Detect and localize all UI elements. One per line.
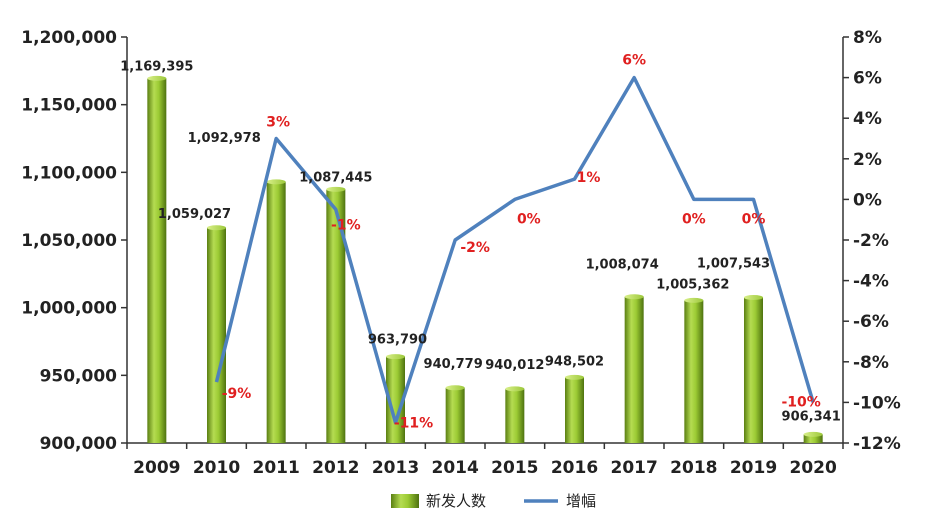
bar-top bbox=[386, 354, 405, 360]
bar-top bbox=[803, 431, 823, 437]
bar-top bbox=[624, 294, 644, 300]
x-tick-label: 2014 bbox=[432, 458, 479, 478]
bar bbox=[803, 434, 823, 443]
legend-swatch-bar bbox=[391, 494, 419, 508]
right-tick-label: -12% bbox=[853, 434, 901, 454]
right-tick-label: -10% bbox=[853, 393, 901, 413]
bar bbox=[386, 356, 405, 443]
legend-label-line: 增幅 bbox=[566, 492, 596, 510]
bar-top bbox=[565, 374, 584, 380]
left-tick-label: 1,100,000 bbox=[21, 163, 117, 183]
bar-value-label: 906,341 bbox=[782, 409, 841, 424]
x-tick-label: 2015 bbox=[491, 458, 538, 478]
x-tick-label: 2012 bbox=[312, 458, 359, 478]
bar bbox=[744, 297, 763, 443]
bar bbox=[147, 78, 167, 444]
left-tick-label: 1,200,000 bbox=[21, 28, 117, 48]
x-tick-label: 2019 bbox=[730, 458, 777, 478]
bar bbox=[505, 388, 525, 443]
bar bbox=[207, 227, 226, 443]
right-tick-label: -8% bbox=[853, 353, 889, 373]
bar-value-label: 963,790 bbox=[368, 333, 427, 348]
bar-top bbox=[445, 385, 465, 391]
bar-value-label: 1,092,978 bbox=[188, 131, 261, 146]
bar-value-label: 1,007,543 bbox=[697, 256, 770, 271]
right-tick-label: 2% bbox=[853, 150, 882, 170]
bar bbox=[445, 387, 465, 443]
bar-value-label: 1,169,395 bbox=[120, 59, 193, 74]
bar bbox=[326, 189, 346, 443]
bar-top bbox=[147, 75, 167, 81]
bar-value-label: 1,005,362 bbox=[656, 277, 729, 292]
growth-value-label: -1% bbox=[331, 218, 361, 234]
bar-top bbox=[505, 386, 525, 392]
x-tick-label: 2009 bbox=[133, 458, 180, 478]
left-tick-label: 1,000,000 bbox=[21, 299, 117, 319]
right-tick-label: 6% bbox=[853, 69, 882, 89]
bar-top bbox=[326, 186, 346, 192]
x-tick-label: 2016 bbox=[551, 458, 598, 478]
bar-top bbox=[207, 225, 226, 231]
bar-value-label: 940,012 bbox=[485, 358, 544, 373]
data-labels: 1,169,395 1,059,027 1,092,978 1,087,445 963,… bbox=[120, 53, 841, 432]
growth-value-label: 0% bbox=[682, 211, 706, 227]
growth-value-label: 0% bbox=[517, 211, 541, 227]
growth-value-label: 1% bbox=[577, 170, 601, 186]
bar bbox=[624, 296, 644, 443]
growth-line bbox=[214, 75, 815, 425]
bar-value-label: 940,779 bbox=[424, 357, 483, 372]
bar-top bbox=[684, 297, 704, 303]
x-tick-label: 2013 bbox=[372, 458, 419, 478]
growth-value-label: -9% bbox=[222, 386, 252, 402]
x-tick-label: 2017 bbox=[611, 458, 658, 478]
axes: 900,000 950,000 1,000,000 1,050,000 1,100,00… bbox=[21, 28, 900, 478]
left-tick-label: 950,000 bbox=[40, 366, 118, 386]
x-tick-label: 2010 bbox=[193, 458, 240, 478]
growth-value-label: 3% bbox=[266, 115, 290, 131]
growth-value-label: -2% bbox=[460, 240, 490, 256]
x-tick-label: 2020 bbox=[790, 458, 837, 478]
right-tick-label: -6% bbox=[853, 312, 889, 332]
growth-value-label: 6% bbox=[622, 53, 646, 69]
right-tick-label: 0% bbox=[853, 190, 882, 210]
right-tick-label: 4% bbox=[853, 109, 882, 129]
bar bbox=[684, 300, 704, 443]
left-tick-label: 1,150,000 bbox=[21, 96, 117, 116]
growth-value-label: 0% bbox=[742, 211, 766, 227]
x-tick-label: 2018 bbox=[670, 458, 717, 478]
right-tick-label: 8% bbox=[853, 28, 882, 48]
right-tick-label: -2% bbox=[853, 231, 889, 251]
x-tick-label: 2011 bbox=[253, 458, 300, 478]
bar bbox=[266, 181, 286, 444]
bar bbox=[565, 377, 584, 443]
bar-value-label: 1,059,027 bbox=[158, 207, 231, 222]
bar-series bbox=[147, 75, 823, 444]
growth-value-label: -10% bbox=[782, 394, 821, 410]
bar-value-label: 948,502 bbox=[545, 354, 604, 369]
left-tick-label: 1,050,000 bbox=[21, 231, 117, 251]
right-tick-label: -4% bbox=[853, 272, 889, 292]
bar-top bbox=[266, 179, 286, 185]
legend-label-bar: 新发人数 bbox=[426, 492, 486, 510]
growth-value-label: -11% bbox=[394, 416, 433, 432]
bar-top bbox=[744, 294, 763, 300]
line-series bbox=[214, 75, 815, 425]
bar-value-label: 1,087,445 bbox=[299, 170, 372, 185]
left-tick-label: 900,000 bbox=[40, 434, 118, 454]
legend: 新发人数 增幅 bbox=[391, 492, 596, 510]
bar-value-label: 1,008,074 bbox=[586, 258, 659, 273]
